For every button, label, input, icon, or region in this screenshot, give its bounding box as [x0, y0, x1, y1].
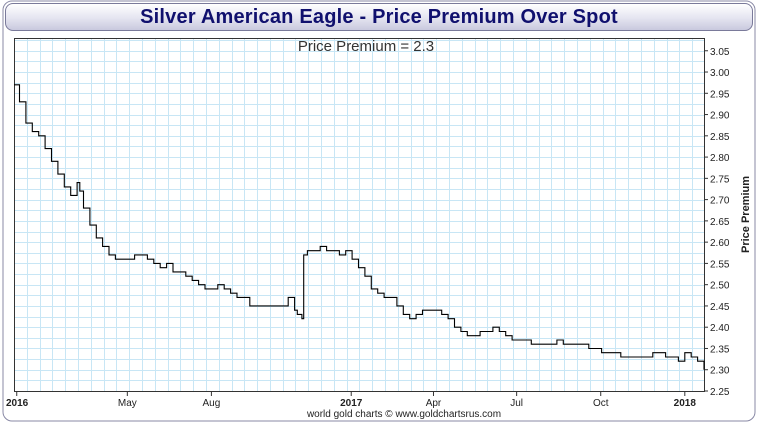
- x-tick-label: Aug: [203, 398, 221, 409]
- x-tick-label: Jul: [510, 398, 523, 409]
- y-tick-label: 2.80: [710, 153, 730, 164]
- y-tick-label: 2.30: [710, 366, 730, 377]
- y-tick-label: 2.25: [710, 387, 730, 398]
- y-tick-label: 2.75: [710, 174, 730, 185]
- x-tick-label: 2017: [340, 398, 363, 409]
- y-tick-label: 3.05: [710, 47, 730, 58]
- y-tick-label: 2.35: [710, 344, 730, 355]
- series-line: [14, 84, 705, 370]
- y-tick-label: 2.70: [710, 196, 730, 207]
- y-tick-label: 2.60: [710, 238, 730, 249]
- title-bar: Silver American Eagle - Price Premium Ov…: [5, 3, 753, 31]
- plot-border: [14, 38, 705, 392]
- y-tick-label: 2.95: [710, 89, 730, 100]
- y-tick-label: 2.55: [710, 259, 730, 270]
- credit-text: world gold charts © www.goldchartsrus.co…: [306, 409, 501, 420]
- y-tick-label: 2.85: [710, 132, 730, 143]
- annotation-text: Price Premium = 2.3: [298, 38, 434, 55]
- y-tick-label: 3.00: [710, 68, 730, 79]
- y-axis-label: Price Premium: [740, 176, 752, 253]
- x-tick-label: Apr: [426, 398, 442, 409]
- y-tick-label: 2.65: [710, 217, 730, 228]
- y-tick-label: 2.90: [710, 111, 730, 122]
- x-tick-label: Oct: [593, 398, 609, 409]
- chart-title: Silver American Eagle - Price Premium Ov…: [140, 6, 618, 28]
- y-tick-label: 2.45: [710, 302, 730, 313]
- x-tick-label: 2016: [6, 398, 29, 409]
- y-tick-label: 2.40: [710, 323, 730, 334]
- x-tick-label: 2018: [674, 398, 697, 409]
- x-tick-label: May: [118, 398, 137, 409]
- y-tick-label: 2.50: [710, 281, 730, 292]
